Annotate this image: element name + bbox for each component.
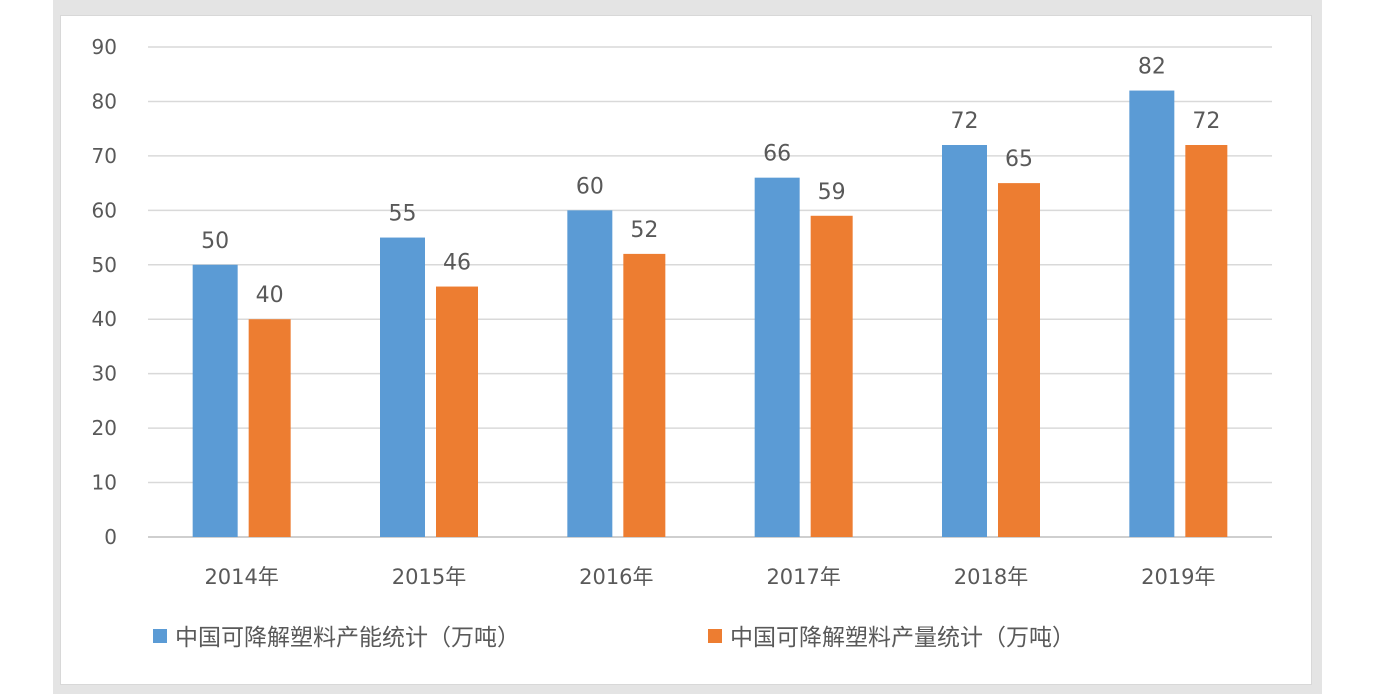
x-tick-label: 2014年 bbox=[204, 565, 278, 589]
bar-capacity bbox=[567, 210, 613, 538]
x-tick-label: 2016年 bbox=[579, 565, 653, 589]
data-label: 82 bbox=[1138, 55, 1166, 80]
data-label: 65 bbox=[1005, 147, 1033, 172]
legend-swatch bbox=[153, 629, 167, 643]
bar-output bbox=[998, 183, 1040, 537]
data-label: 46 bbox=[443, 251, 471, 276]
bar-output bbox=[436, 286, 478, 537]
legend-label: 中国可降解塑料产能统计（万吨） bbox=[175, 625, 520, 651]
y-tick-label: 20 bbox=[92, 416, 117, 440]
x-tick-label: 2018年 bbox=[954, 565, 1028, 589]
bar-output bbox=[623, 253, 666, 537]
data-label: 50 bbox=[201, 229, 229, 254]
x-tick-label: 2019年 bbox=[1141, 565, 1215, 589]
y-tick-label: 40 bbox=[92, 307, 117, 331]
data-label: 72 bbox=[951, 109, 979, 134]
bar-output bbox=[1185, 145, 1228, 537]
data-label: 66 bbox=[763, 142, 791, 167]
y-tick-label: 90 bbox=[92, 35, 117, 59]
data-label: 40 bbox=[256, 283, 284, 308]
bar-output bbox=[248, 319, 291, 537]
y-tick-label: 80 bbox=[92, 89, 117, 113]
data-label: 59 bbox=[818, 180, 846, 205]
bar-capacity bbox=[754, 177, 800, 537]
y-tick-label: 10 bbox=[92, 471, 117, 495]
data-label: 72 bbox=[1192, 109, 1220, 134]
bar-capacity bbox=[380, 237, 425, 538]
data-label: 60 bbox=[576, 174, 604, 199]
x-tick-label: 2015年 bbox=[392, 565, 466, 589]
legend-label: 中国可降解塑料产量统计（万吨） bbox=[730, 625, 1075, 651]
y-tick-label: 30 bbox=[92, 362, 117, 386]
legend-swatch bbox=[708, 629, 722, 643]
bar-capacity bbox=[942, 145, 987, 537]
y-tick-label: 70 bbox=[92, 144, 117, 168]
bar-capacity bbox=[1129, 90, 1175, 538]
data-label: 55 bbox=[389, 202, 417, 227]
y-tick-label: 50 bbox=[92, 253, 117, 277]
y-tick-label: 0 bbox=[104, 525, 117, 549]
data-label: 52 bbox=[630, 218, 658, 243]
x-tick-label: 2017年 bbox=[766, 565, 840, 589]
bar-output bbox=[810, 215, 853, 537]
bar-capacity bbox=[192, 264, 238, 537]
y-tick-label: 60 bbox=[92, 198, 117, 222]
